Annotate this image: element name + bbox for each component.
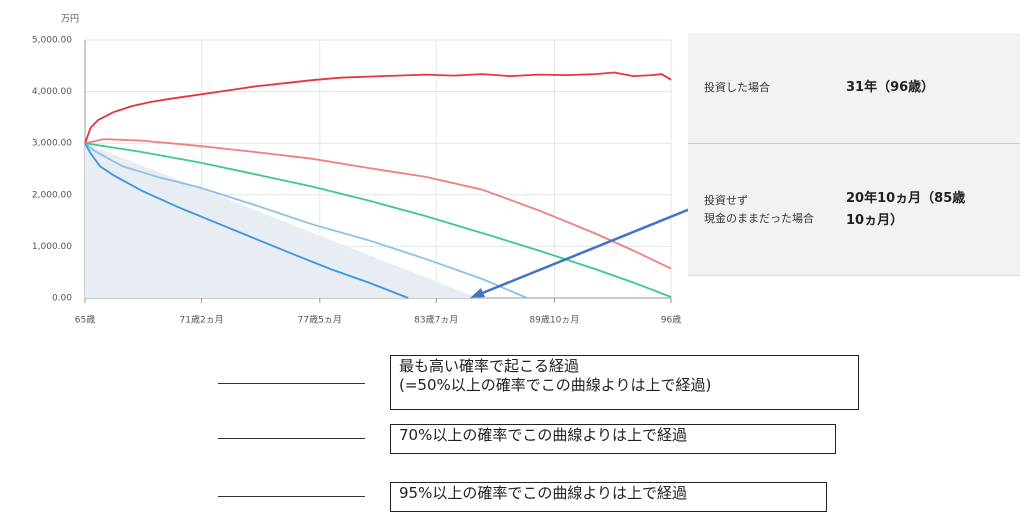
legend-line — [218, 438, 365, 439]
info-panel: 投資した場合 31年（96歳） 投資せず現金のままだった場合 20年10ヵ月（8… — [688, 33, 1020, 276]
area — [85, 143, 479, 298]
note-line: (=50%以上の確率でこの曲線よりは上で経過) — [399, 376, 712, 394]
info-value: 31年（96歳） — [846, 80, 935, 95]
x-tick-label: 96歳 — [661, 314, 681, 326]
info-label-line: 投資した場合 — [704, 81, 770, 94]
legend-note: 70%以上の確率でこの曲線よりは上で経過 — [390, 424, 836, 454]
x-tick-label: 83歳7ヵ月 — [414, 314, 458, 326]
note-line: 最も高い確率で起こる経過 — [399, 357, 580, 375]
info-label: 投資せず現金のままだった場合 — [688, 192, 846, 228]
y-unit: 万円 — [61, 14, 79, 25]
line — [84, 71, 672, 144]
info-label-line: 現金のままだった場合 — [704, 211, 814, 225]
info-label: 投資した場合 — [688, 79, 846, 97]
info-value: 20年10ヵ月（85歳10ヵ月） — [846, 190, 966, 228]
x-tick-label: 77歳5ヵ月 — [298, 314, 342, 326]
line — [84, 142, 528, 299]
line — [84, 142, 409, 299]
y-tick-label: 0.00 — [52, 294, 72, 304]
x-tick-label: 89歳10ヵ月 — [529, 314, 579, 326]
y-tick-label: 2,000.00 — [32, 190, 72, 200]
info-row: 投資した場合 31年（96歳） — [688, 33, 1020, 144]
y-tick-label: 1,000.00 — [32, 242, 72, 252]
x-tick-label: 65歳 — [75, 314, 95, 326]
legend-line — [218, 383, 365, 384]
legend-note: 最も高い確率で起こる経過 (=50%以上の確率でこの曲線よりは上で経過) — [390, 355, 859, 410]
note-line: 70%以上の確率でこの曲線よりは上で経過 — [399, 426, 688, 444]
info-label-line: 投資せず — [704, 193, 748, 207]
chart: 万円 0.00 1,000.00 2,000.00 3,000.00 4,000.00 5… — [32, 14, 681, 326]
legend-note: 95%以上の確率でこの曲線よりは上で経過 — [390, 482, 827, 512]
x-tick-label: 71歳2ヵ月 — [180, 314, 224, 326]
info-row: 投資せず現金のままだった場合 20年10ヵ月（85歳10ヵ月） — [688, 144, 1020, 275]
y-tick-label: 5,000.00 — [32, 36, 72, 46]
y-tick-label: 4,000.00 — [32, 87, 72, 97]
y-tick-label: 3,000.00 — [32, 139, 72, 149]
legend-line — [218, 496, 365, 497]
note-line: 95%以上の確率でこの曲線よりは上で経過 — [399, 484, 688, 502]
